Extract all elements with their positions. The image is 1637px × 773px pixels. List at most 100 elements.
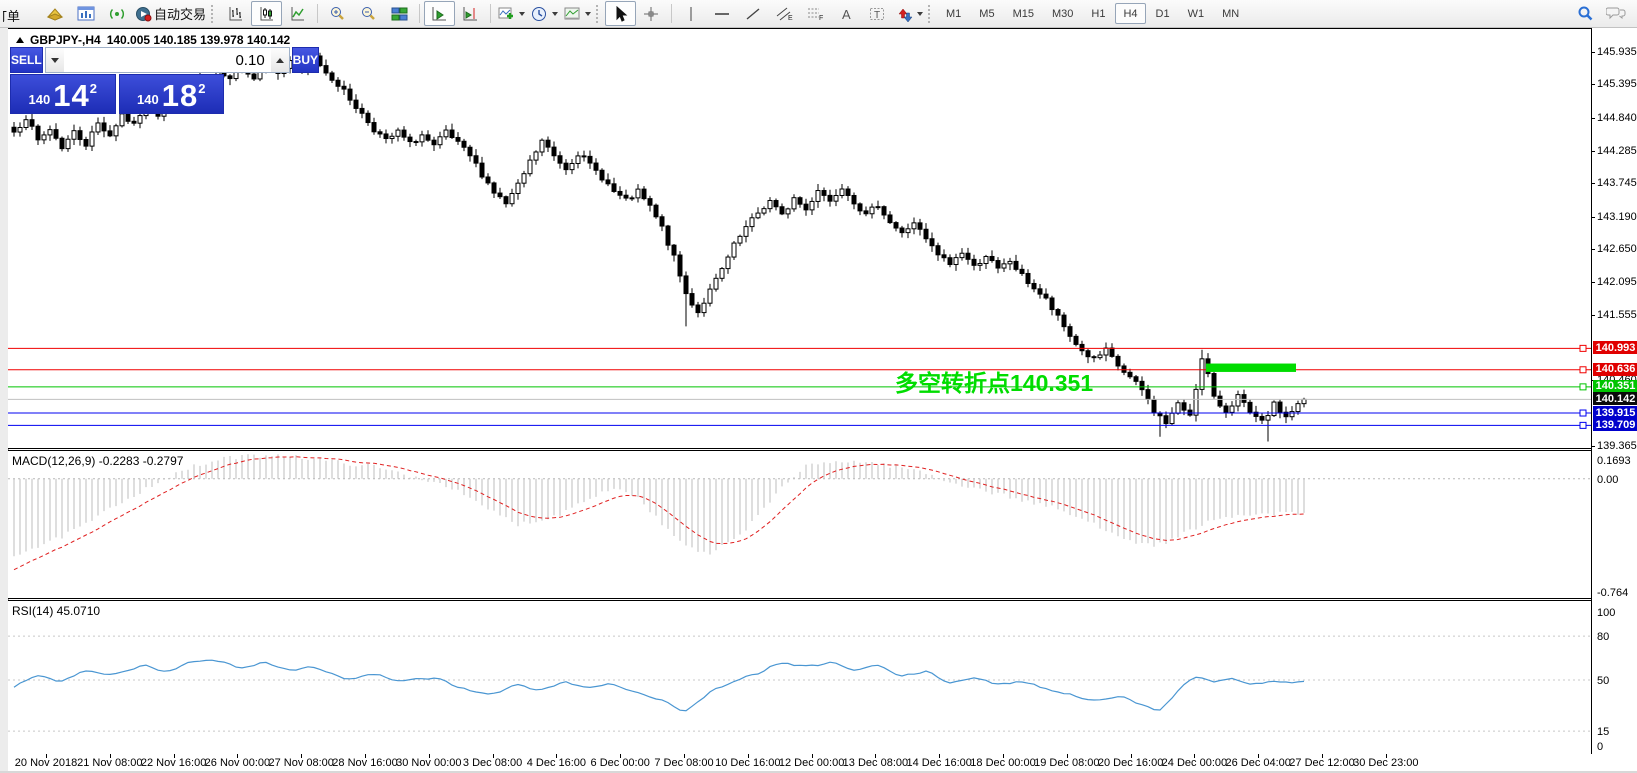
chart-ohlc-values: 140.005 140.185 139.978 140.142 [106,33,291,47]
volume-input[interactable] [63,48,271,72]
bear-candle [341,85,347,90]
cursor-button[interactable] [605,1,637,26]
timeframe-d1-button[interactable]: D1 [1155,7,1170,20]
candlestick-chart-button[interactable] [251,1,283,26]
crosshair-button[interactable] [636,1,667,26]
templates-icon [564,7,580,19]
timeframe-m5-button[interactable]: M5 [979,7,995,20]
bear-candle [35,125,41,141]
bull-candle [1175,402,1181,414]
candlestick-chart-canvas[interactable]: 多空转折点140.351 [8,29,1591,446]
buy-price-button[interactable]: 140 18 2 [118,74,224,114]
sell-button[interactable]: SELL [10,47,43,73]
signals-button[interactable] [101,1,132,26]
equidistant-channel-icon: E [776,7,793,22]
timeframe-w1-button[interactable]: W1 [1187,7,1205,20]
time-axis-label: 6 Dec 00:00 [590,757,650,769]
chat-button[interactable] [1600,1,1631,26]
svg-text:T: T [874,10,880,21]
equidistant-channel-button[interactable]: E [769,1,800,26]
autotrading-button[interactable]: 自动交易 [132,1,209,26]
dropdown-caret [917,11,924,16]
main-chart-pane[interactable]: 多空转折点140.351 GBPJPY-,H4 140.005 140.185 … [8,28,1591,449]
timeframe-mn-button[interactable]: MN [1222,7,1240,20]
level-drag-handle[interactable] [1579,383,1587,391]
timeframe-m15-button[interactable]: M15 [1012,7,1034,20]
horizontal-line-button[interactable] [707,1,738,26]
bear-candle [1115,355,1121,367]
price-tick-label: 144.840 [1597,111,1637,124]
buy-button[interactable]: BUY [291,47,320,73]
chart-window-button[interactable] [70,1,101,26]
level-drag-handle[interactable] [1579,421,1587,429]
bull-candle [983,255,989,265]
auto-scroll-button[interactable] [424,1,456,26]
templates-button[interactable] [561,1,594,26]
zoom-in-button[interactable] [322,1,353,26]
line-chart-button[interactable] [282,1,313,26]
time-axis-tick [1194,754,1196,758]
bull-candle [113,125,119,137]
bear-candle [491,182,497,194]
rsi-chart-canvas[interactable] [8,601,1591,753]
bull-candle [1271,401,1277,417]
timeframe-h4-button[interactable]: H4 [1115,3,1146,24]
sell-price-button[interactable]: 140 14 2 [10,74,116,114]
rsi-line [13,659,1305,712]
rsi-indicator-pane[interactable]: RSI(14) 45.0710 [8,600,1591,756]
price-axis[interactable]: 145.935 145.395 144.840 144.285 143.745 143.1… [1591,28,1637,754]
timeframe-m1-button[interactable]: M1 [946,7,962,20]
sell-price-prefix: 140 [28,92,51,107]
bar-chart-button[interactable] [220,1,251,26]
search-button[interactable] [1569,1,1600,26]
collapse-icon[interactable] [16,37,24,43]
macd-scale-label: 0.1693 [1597,455,1631,467]
bear-candle [1073,335,1079,345]
price-level-badge: 140.351 [1593,379,1637,393]
level-drag-handle[interactable] [1579,366,1587,374]
arrows-button[interactable] [893,1,926,26]
level-drag-handle[interactable] [1579,409,1587,417]
bear-candle [497,192,503,198]
bear-candle [1163,415,1169,425]
time-axis-tick [301,754,303,758]
periods-button[interactable] [528,1,561,26]
volume-decrease-button[interactable] [45,48,64,72]
trendline-button[interactable] [738,1,769,26]
bull-candle [1235,394,1241,407]
pivot-annotation[interactable]: 多空转折点140.351 [895,370,1093,396]
bear-candle [773,200,779,208]
bear-candle [917,222,923,230]
text-button[interactable]: A [831,1,862,26]
macd-indicator-pane[interactable]: MACD(12,26,9) -0.2283 -0.2797 [8,450,1591,599]
indicators-button[interactable] [495,1,528,26]
fibonacci-button[interactable]: F [800,1,831,26]
time-axis[interactable]: 20 Nov 2018 21 Nov 08:00 22 Nov 16:00 26 No… [8,754,1591,773]
level-drag-handle[interactable] [1579,344,1587,352]
bear-candle [929,238,935,247]
volume-increase-button[interactable] [270,48,289,72]
buy-price-prefix: 140 [137,92,159,107]
bear-candle [611,183,617,192]
zoom-in-icon [331,6,344,20]
metaeditor-button[interactable] [39,1,70,26]
new-order-button[interactable]: 订单 [0,1,39,26]
chart-symbol-period: GBPJPY-,H4 [30,33,101,47]
chart-shift-button[interactable] [455,1,486,26]
time-axis-label: 13 Dec 08:00 [842,757,909,769]
macd-chart-canvas[interactable] [8,451,1591,596]
time-axis-tick [1322,754,1323,758]
timeframe-h1-button[interactable]: H1 [1091,7,1106,20]
bull-candle [719,268,725,279]
time-axis-label: 10 Dec 16:00 [715,757,781,769]
toolbar-grip [596,4,601,23]
time-axis-label: 27 Nov 08:00 [268,757,334,769]
vertical-line-button[interactable] [676,1,707,26]
auto-scroll-icon [432,6,447,20]
tile-windows-button[interactable] [384,1,415,26]
zoom-out-button[interactable] [353,1,384,26]
timeframe-m30-button[interactable]: M30 [1051,7,1074,20]
volume-spinner [44,47,290,73]
green-zone-box[interactable] [1206,363,1296,372]
text-label-button[interactable]: T [862,1,893,26]
